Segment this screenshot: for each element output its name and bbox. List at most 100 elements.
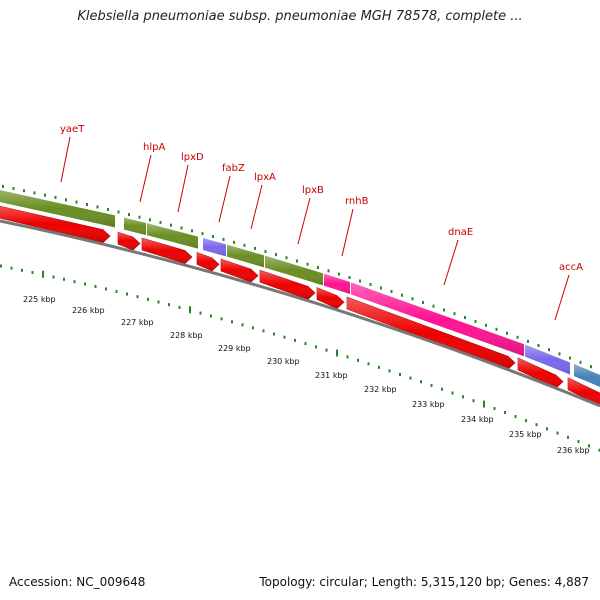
cds-shade [118,232,140,251]
leader-line [60,136,71,183]
tick-mark [94,285,97,289]
tick-mark [254,246,256,250]
tick-mark [54,195,57,199]
backbone-line [0,219,600,408]
tick-mark [201,232,204,236]
tick-mark [474,319,477,323]
tick-mark [178,305,181,309]
tick-mark [63,277,65,281]
tick-mark [567,435,569,439]
gene-label-dnaE[interactable]: dnaE [448,227,473,238]
cds-shade [518,357,563,389]
tick-mark [306,262,309,266]
kbp-label: 235 kbp [509,430,542,439]
tick-mark [73,280,76,284]
tick-mark [159,220,162,224]
tick-mark [317,265,319,269]
tick-mark [10,266,13,270]
tick-mark [432,304,435,308]
tick-mark [168,303,170,307]
kbp-label: 231 kbp [315,371,348,380]
cds-shade [0,206,110,243]
tick-mark [338,272,340,276]
tick-mark [149,218,151,222]
tick-mark [420,380,422,384]
tick-mark [117,210,120,214]
kbp-label: 227 kbp [121,318,154,327]
tick-mark [525,419,527,423]
tick-mark [451,391,454,395]
inner-tick-track [0,264,600,452]
tick-mark [380,286,382,290]
tick-mark [2,184,4,188]
tick-mark [336,349,338,357]
kbp-label: 233 kbp [412,400,445,409]
tick-mark [422,300,424,304]
gene-label-rnhB[interactable]: rnhB [345,196,369,207]
tick-mark [577,440,580,444]
gene-label-hlpA[interactable]: hlpA [143,142,165,153]
tick-mark [537,344,540,348]
tick-mark [378,365,380,369]
tick-mark [220,317,223,321]
leader-line [443,239,459,286]
tick-mark [348,276,351,280]
tick-mark [485,323,487,327]
tick-mark [231,320,233,324]
feature-shade [0,190,115,228]
feature-shade [574,364,600,387]
tick-mark [495,327,498,331]
tick-mark [210,314,212,318]
tick-mark [199,311,202,315]
tick-mark [325,348,328,352]
feature-shade [147,223,198,249]
tick-mark [65,198,67,202]
tick-mark [107,207,109,211]
tick-mark [390,290,393,294]
tick-mark [504,411,506,415]
tick-mark [147,297,149,301]
tick-mark [222,237,225,241]
outer-tick-track [2,184,592,369]
tick-mark [294,338,296,342]
tick-mark [126,292,128,296]
tick-mark [401,293,403,297]
tick-mark [128,213,130,217]
kbp-label-layer: 225 kbp 226 kbp 227 kbp 228 kbp 229 kbp … [23,295,590,455]
tick-mark [558,352,561,356]
tick-mark [42,270,44,278]
tick-mark [191,229,193,233]
gene-label-lpxD[interactable]: lpxD [181,152,204,163]
tick-mark [75,200,78,204]
gene-label-yaeT[interactable]: yaeT [60,124,85,135]
cds-shade [197,252,219,271]
tick-mark [23,189,25,193]
tick-mark [52,275,55,279]
tick-mark [296,259,298,263]
tick-mark [170,223,172,227]
tick-mark [441,387,443,391]
tick-mark [472,399,475,403]
tick-mark [411,297,414,301]
gene-label-fabZ[interactable]: fabZ [222,163,245,174]
feature-shade [124,217,146,236]
gene-label-lpxA[interactable]: lpxA [254,172,276,183]
gene-label-accA[interactable]: accA [559,262,583,273]
leader-line [554,274,570,321]
kbp-label: 228 kbp [170,331,203,340]
accession-text: Accession: NC_009648 [9,575,146,589]
kbp-label: 236 kbp [557,446,590,455]
tick-mark [31,270,34,274]
tick-mark [514,415,517,419]
leader-line [139,154,152,203]
leader-line [177,164,189,213]
map-title: Klebsiella pneumoniae subsp. pneumoniae … [77,9,523,24]
tick-mark [21,268,23,272]
tick-mark [399,372,401,376]
tick-mark [483,400,485,408]
tick-mark [590,365,592,369]
kbp-label: 226 kbp [72,306,105,315]
feature-shade [265,255,323,286]
gene-label-lpxB[interactable]: lpxB [302,185,324,196]
